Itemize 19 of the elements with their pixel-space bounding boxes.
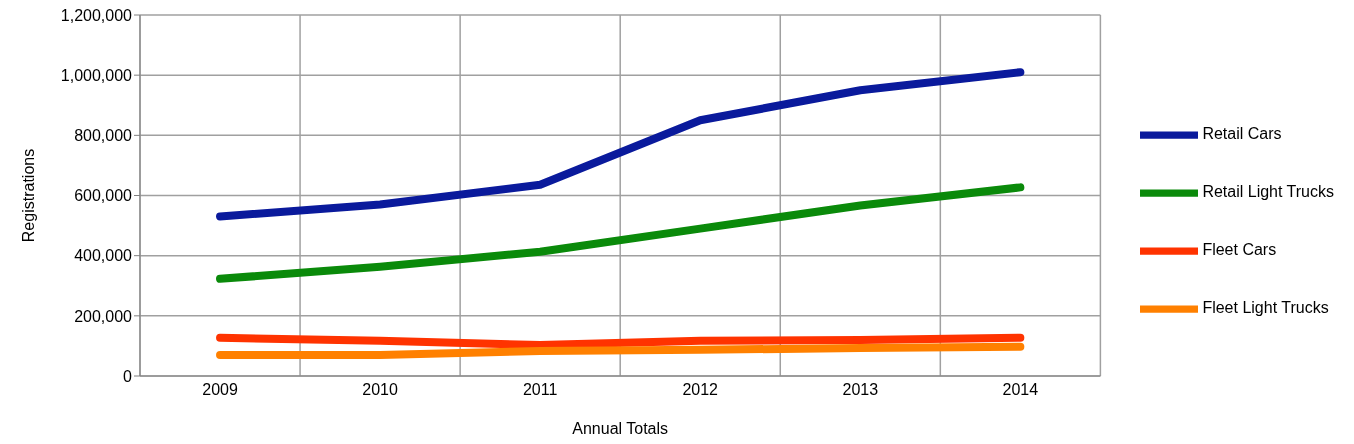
y-tick-label: 1,200,000 <box>60 6 133 24</box>
x-tick-label: 2010 <box>362 381 398 399</box>
y-axis-title: Registrations <box>19 148 37 243</box>
y-tick-label: 400,000 <box>74 247 133 265</box>
legend-label: Retail Light Trucks <box>1202 183 1334 201</box>
y-tick-label: 1,000,000 <box>60 66 133 84</box>
y-tick-label: 800,000 <box>74 127 133 145</box>
y-tick-label: 0 <box>123 367 133 385</box>
y-tick-label: 600,000 <box>74 187 133 205</box>
legend-label: Fleet Cars <box>1202 241 1277 259</box>
x-tick-label: 2012 <box>682 381 719 399</box>
x-tick-label: 2011 <box>522 381 558 399</box>
x-tick-label: 2009 <box>202 381 238 399</box>
y-tick-label: 200,000 <box>74 307 133 325</box>
legend-label: Retail Cars <box>1202 125 1282 143</box>
x-axis-title: Annual Totals <box>572 420 669 437</box>
legend-label: Fleet Light Trucks <box>1202 299 1329 317</box>
x-tick-label: 2014 <box>1002 381 1039 399</box>
x-tick-label: 2013 <box>842 381 879 399</box>
